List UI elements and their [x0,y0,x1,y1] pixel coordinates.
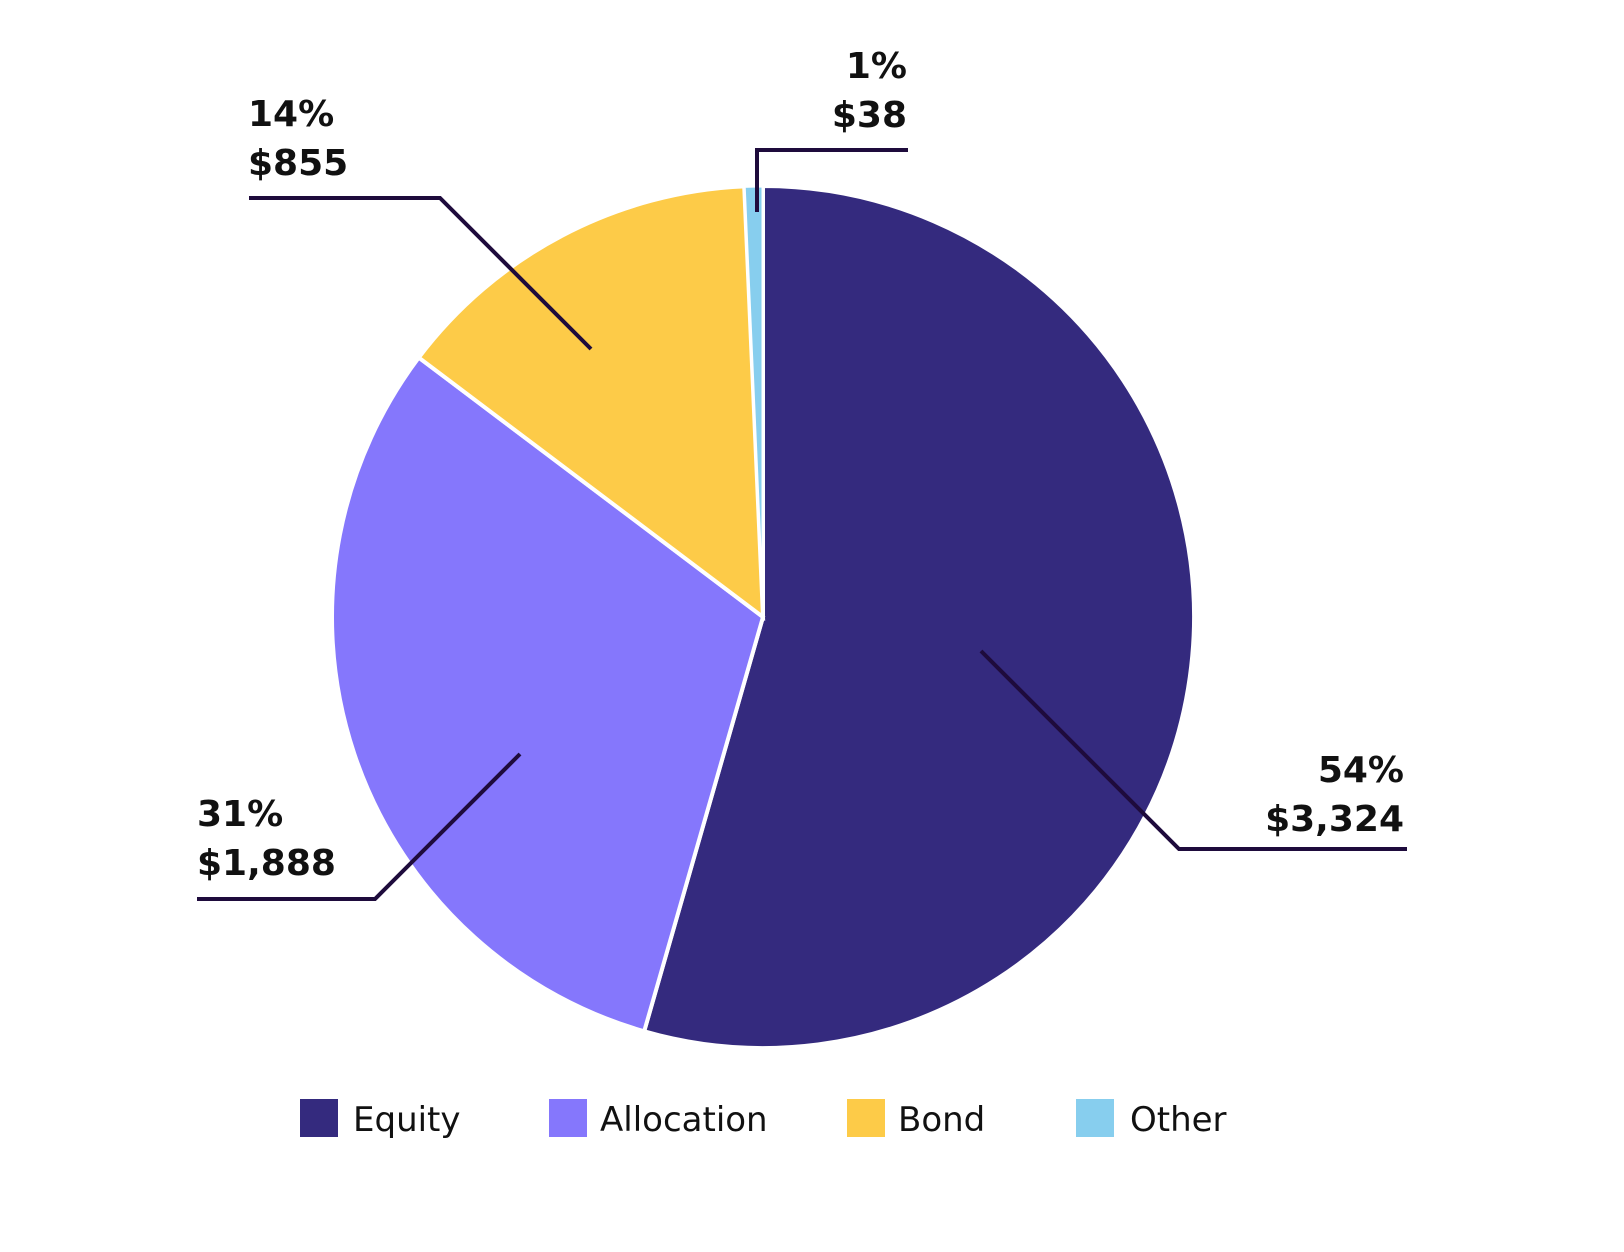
label-allocation-pct: 31% [197,794,283,835]
leader-line-bond [249,196,593,351]
slice-allocation[interactable] [330,354,766,1034]
leader-line-other [755,148,908,212]
legend-label-bond: Bond [898,1100,985,1140]
legend-label-allocation: Allocation [600,1100,768,1140]
legend-swatch-bond [847,1099,885,1137]
legend-swatch-other [1076,1099,1114,1137]
leader-line-allocation [197,752,522,901]
label-other-pct: 1% [846,46,907,87]
label-other-value: $38 [832,95,907,136]
legend: Equity Allocation Bond Other [300,1099,1227,1140]
legend-swatch-allocation [549,1099,587,1137]
legend-label-equity: Equity [353,1100,461,1140]
label-equity-pct: 54% [1318,750,1404,791]
label-equity-value: $3,324 [1265,799,1404,840]
label-bond-value: $855 [248,143,348,184]
slice-equity[interactable] [641,183,1196,1050]
label-bond-pct: 14% [248,94,334,135]
leader-line-equity [979,649,1407,851]
slice-bond[interactable] [415,184,766,622]
slice-other[interactable] [742,184,765,618]
label-allocation-value: $1,888 [197,843,336,884]
legend-swatch-equity [300,1099,338,1137]
legend-label-other: Other [1130,1100,1227,1140]
